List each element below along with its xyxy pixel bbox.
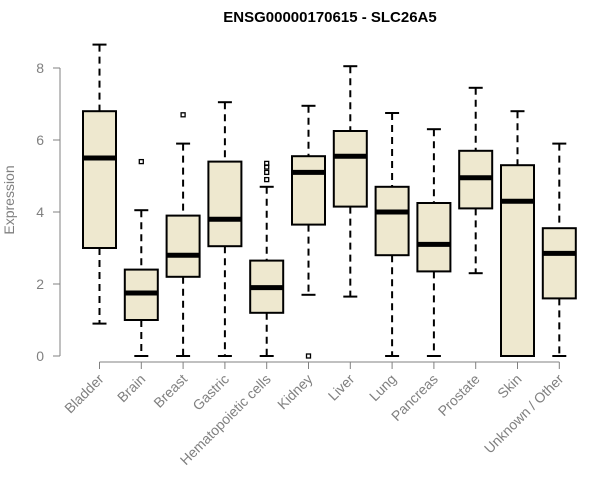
y-tick-label-6: 6 [36,132,44,148]
box-pancreas [416,128,452,357]
x-tick-label-unknown-other: Unknown / Other [481,371,567,457]
box-bladder [82,43,117,325]
box-iqr [291,155,326,226]
box-breast [165,112,201,357]
outlier-point-0 [138,158,144,165]
chart-title: ENSG00000170615 - SLC26A5 [223,9,436,26]
box-lung [374,112,410,357]
outlier-point-3 [264,160,270,167]
box-iqr [332,130,368,208]
y-tick-label-2: 2 [36,276,44,292]
box-iqr [165,214,201,278]
box-iqr [207,160,243,248]
box-iqr [82,110,117,249]
box-skin [500,110,535,357]
outlier-point-0 [305,353,312,359]
x-tick-label-prostate: Prostate [435,371,483,419]
box-iqr [500,164,535,357]
x-tick-label-bladder: Bladder [61,371,107,417]
y-axis: 0 2 4 6 8 [36,60,61,364]
outlier-point-1 [264,169,270,176]
box-hematopoietic-cells [249,160,285,357]
x-tick-label-skin: Skin [494,371,525,402]
y-tick-label-8: 8 [36,60,44,76]
x-tick-label-liver: Liver [325,371,358,404]
outlier-point-0 [264,176,270,183]
x-tick-label-lung: Lung [366,371,399,404]
box-kidney [291,104,326,359]
boxes-group [82,43,577,359]
y-tick-label-0: 0 [36,348,44,364]
y-axis-label: Expression [1,165,17,234]
box-liver [332,65,368,298]
box-brain [123,158,159,357]
y-tick-label-4: 4 [36,204,44,220]
box-gastric [207,101,243,357]
box-iqr [541,227,577,300]
box-unknown-other [541,142,577,357]
box-iqr [374,185,410,257]
outlier-point-0 [180,112,186,118]
box-iqr [416,202,452,273]
x-tick-label-brain: Brain [114,371,148,405]
x-tick-label-kidney: Kidney [274,371,316,413]
x-tick-label-breast: Breast [150,371,190,411]
box-prostate [458,86,494,275]
